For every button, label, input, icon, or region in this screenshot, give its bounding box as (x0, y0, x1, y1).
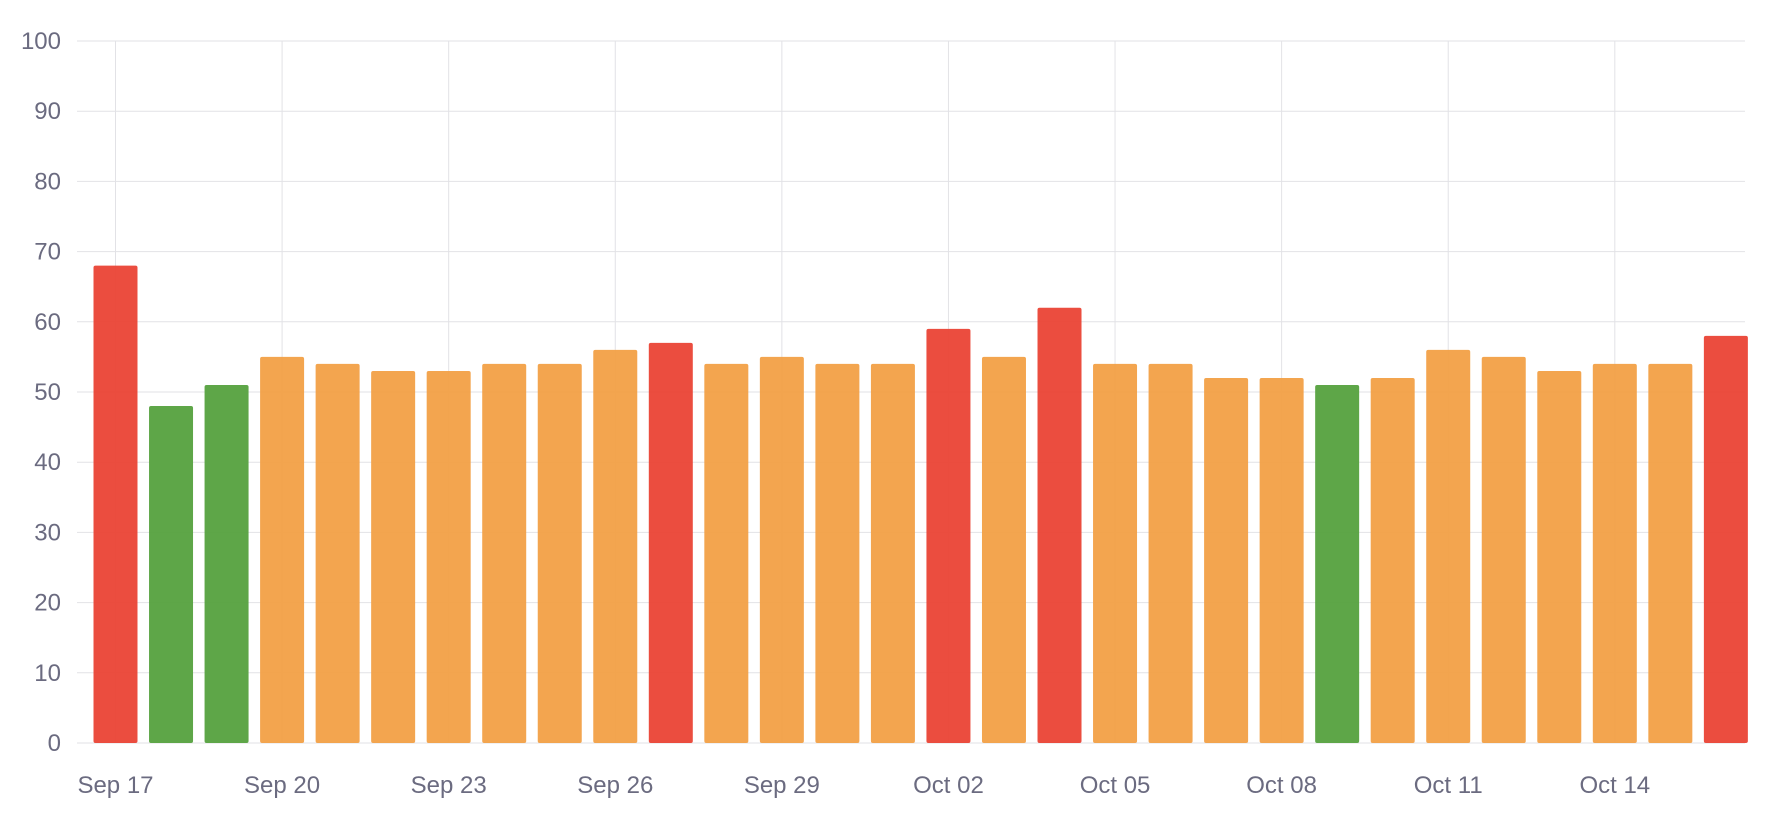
bar-red[interactable] (926, 328, 971, 743)
x-tick-label: Sep 17 (77, 772, 153, 799)
bar-orange[interactable] (1592, 363, 1637, 743)
x-tick-label: Oct 08 (1246, 772, 1317, 799)
bar-green[interactable] (1315, 384, 1360, 743)
x-tick-label: Oct 05 (1080, 772, 1151, 799)
y-axis: 0 10 20 30 40 50 60 70 80 90 100 (21, 28, 61, 757)
bar-orange[interactable] (1426, 349, 1471, 743)
bar-orange[interactable] (1204, 377, 1249, 743)
x-tick-label: Oct 11 (1414, 772, 1483, 799)
bar-orange[interactable] (260, 356, 305, 743)
y-tick-label: 80 (34, 168, 61, 195)
x-tick-label: Sep 20 (244, 772, 320, 799)
y-tick-label: 70 (34, 239, 61, 266)
bar-red[interactable] (648, 342, 693, 743)
x-tick-label: Oct 14 (1579, 772, 1650, 799)
y-tick-label: 60 (34, 309, 61, 336)
y-tick-label: 30 (34, 519, 61, 546)
bar-green[interactable] (204, 384, 249, 743)
bar-orange[interactable] (981, 356, 1026, 743)
y-tick-label: 10 (34, 660, 61, 687)
bar-orange[interactable] (870, 363, 915, 743)
y-tick-label: 40 (34, 449, 61, 476)
y-tick-label: 100 (21, 28, 61, 55)
x-tick-label: Sep 29 (744, 772, 820, 799)
bar-red[interactable] (1703, 335, 1748, 743)
bar-orange[interactable] (1481, 356, 1526, 743)
bar-orange[interactable] (704, 363, 749, 743)
bar-orange[interactable] (1259, 377, 1304, 743)
bar-orange[interactable] (759, 356, 804, 743)
x-tick-label: Oct 02 (913, 772, 984, 799)
y-tick-label: 50 (34, 379, 61, 406)
x-tick-label: Sep 23 (411, 772, 487, 799)
bar-green[interactable] (149, 406, 194, 743)
y-tick-label: 20 (34, 590, 61, 617)
y-tick-label: 0 (48, 730, 61, 757)
bar-orange[interactable] (482, 363, 527, 743)
x-axis: Sep 17 Sep 20 Sep 23 Sep 26 Sep 29 Oct 02 Oct … (77, 772, 1650, 799)
bar-orange[interactable] (1537, 370, 1582, 743)
bar-red[interactable] (1037, 307, 1082, 743)
x-tick-label: Sep 26 (577, 772, 653, 799)
bar-orange[interactable] (1148, 363, 1193, 743)
bar-orange[interactable] (1648, 363, 1693, 743)
bar-orange[interactable] (1370, 377, 1415, 743)
bar-orange[interactable] (1093, 363, 1138, 743)
bars (93, 265, 1748, 743)
bar-orange[interactable] (815, 363, 860, 743)
bar-red[interactable] (93, 265, 138, 743)
bar-orange[interactable] (593, 349, 638, 743)
y-tick-label: 90 (34, 98, 61, 125)
bar-orange[interactable] (315, 363, 360, 743)
bar-orange[interactable] (537, 363, 582, 743)
bar-orange[interactable] (426, 370, 471, 743)
bar-orange[interactable] (371, 370, 416, 743)
